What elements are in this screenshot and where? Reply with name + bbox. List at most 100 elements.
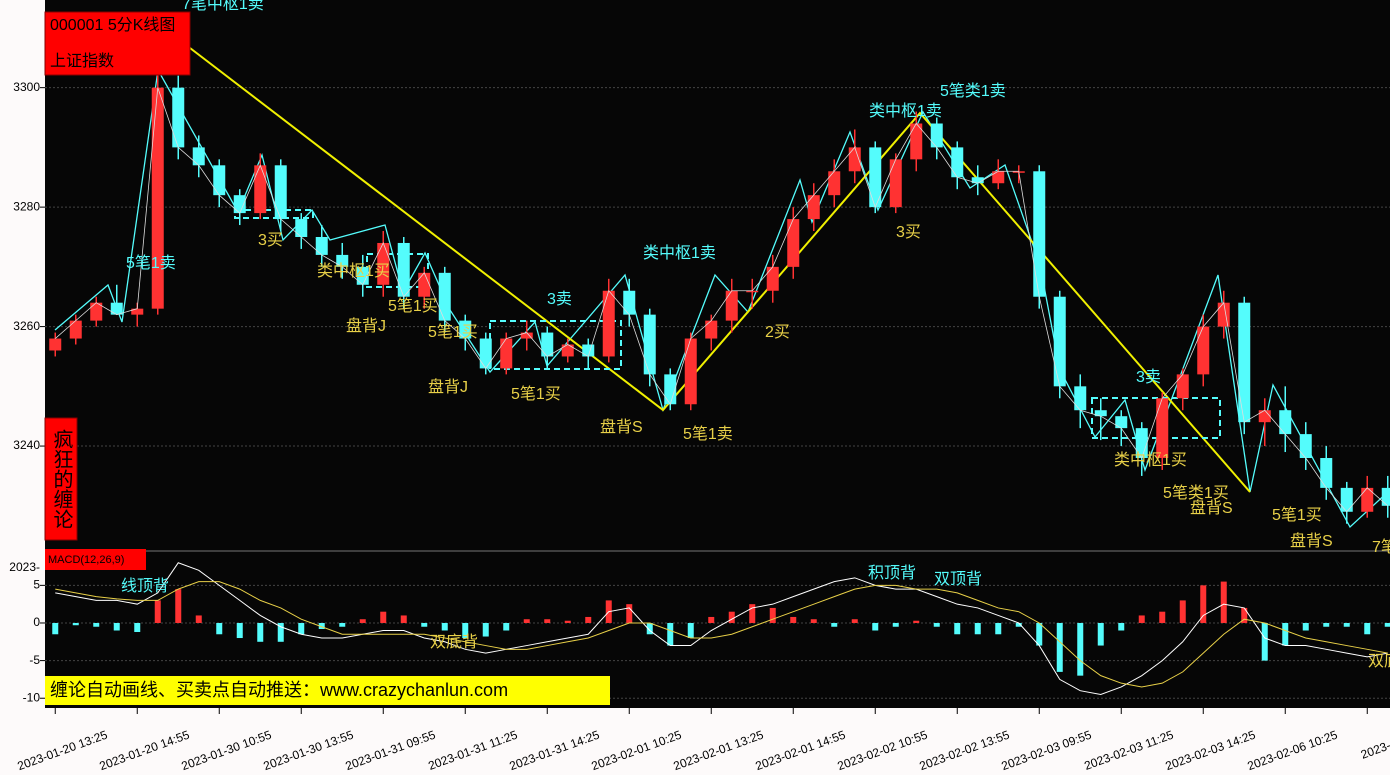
macd-bar [1302, 622, 1309, 631]
macd-top-label: 2023- [9, 560, 40, 574]
annotation: 盘背S [1190, 498, 1233, 517]
candle-body [582, 344, 595, 357]
candle-body [377, 242, 390, 285]
pivot-box [234, 209, 314, 219]
candle-body [110, 302, 123, 315]
x-tick-label: 2023-01-31 14:25 [508, 728, 602, 774]
candle-body [274, 165, 287, 220]
macd-bar [236, 622, 243, 639]
candle-body [418, 272, 431, 297]
annotation: 2买 [765, 323, 790, 341]
candle-body [151, 87, 164, 309]
candle-body [1135, 428, 1148, 459]
candle-body [1094, 410, 1107, 417]
candle-body [479, 338, 492, 369]
candle-body [1197, 326, 1210, 375]
candle-body [541, 332, 554, 357]
x-tick-label: 2023-02-01 10:25 [590, 728, 684, 774]
macd-bar [339, 622, 346, 627]
candle-body [951, 147, 964, 178]
candle-body [1053, 296, 1066, 387]
annotation: 5笔1卖 [126, 254, 176, 272]
macd-title: MACD(12,26,9) [48, 554, 124, 566]
macd-bar [1138, 615, 1145, 623]
macd-bar [687, 622, 694, 639]
macd-bar [1220, 581, 1227, 623]
header-box [44, 11, 191, 76]
candle-body [1033, 171, 1046, 297]
candle-body [315, 236, 328, 255]
x-tick-label: 2023-01-20 14:55 [98, 728, 192, 774]
annotation: 5笔类1买 [1163, 484, 1229, 502]
macd-bar [769, 607, 776, 623]
annotation: 双底背 [430, 633, 478, 651]
macd-bar [1384, 622, 1390, 627]
macd-bar [1282, 622, 1289, 646]
candle-body [90, 302, 103, 321]
macd-bar [93, 622, 100, 627]
x-tick-label: 2023-01-30 13:55 [262, 728, 356, 774]
annotation: 盘背J [428, 377, 468, 396]
macd-bar [462, 622, 469, 639]
macd-line [55, 562, 1388, 695]
pivot-box [1091, 397, 1221, 439]
annotation: 7笔中枢1卖 [182, 0, 264, 13]
macd-bar [1077, 622, 1084, 676]
macd-bar [831, 622, 838, 627]
macd-bar [1036, 622, 1043, 646]
candle-body [664, 374, 677, 405]
macd-bar [154, 600, 161, 623]
macd-bar [892, 622, 899, 627]
stroke-line [54, 68, 1390, 529]
candle-body [725, 290, 738, 321]
annotation: 类中枢1买 [317, 262, 390, 280]
annotation: 类中枢1卖 [869, 102, 942, 120]
candle-body [49, 338, 62, 351]
macd-bar [1179, 600, 1186, 623]
x-tick-label: 2023-01-30 10:55 [180, 728, 274, 774]
macd-bar [277, 622, 284, 642]
annotation: 5笔1买 [1272, 506, 1322, 524]
y-tick-label: 3300 [13, 80, 40, 94]
macd-bar [72, 622, 79, 626]
y-tick-label: -10 [23, 690, 41, 704]
macd-bar [872, 622, 879, 631]
candle-body [397, 242, 410, 297]
macd-bar [195, 615, 202, 623]
candle-body [643, 314, 656, 375]
y-tick-label: 3280 [13, 199, 40, 213]
x-tick-label: 2023-02-03 11:25 [1082, 728, 1175, 773]
macd-bar [1261, 622, 1268, 661]
x-tick-label: 2023-02-03 09:55 [1000, 728, 1094, 774]
candle-body [766, 266, 779, 291]
candle-body [602, 290, 615, 357]
macd-bar [400, 615, 407, 623]
macd-bar [503, 622, 510, 631]
candle-body [869, 147, 882, 208]
candle-body [828, 171, 841, 196]
macd-bar [1343, 622, 1350, 627]
annotation: 线顶背 [121, 577, 169, 595]
side-box [44, 417, 78, 541]
y-tick-label: 3260 [13, 319, 40, 333]
macd-bar [1159, 611, 1166, 623]
macd-bar [1241, 607, 1248, 623]
x-tick-label: 2023-02-01 13:25 [672, 728, 766, 774]
candle-body [1238, 302, 1251, 423]
annotation: 类中枢1买 [1114, 451, 1187, 469]
macd-bar [175, 589, 182, 623]
candle-body [992, 171, 1005, 184]
macd-bar [421, 622, 428, 627]
candle-body [1381, 487, 1390, 506]
macd-bar [1015, 622, 1022, 627]
macd-bar [564, 620, 571, 623]
macd-bar [544, 619, 551, 623]
macd-bar [1364, 622, 1371, 635]
macd-bar [913, 620, 920, 623]
candle-body [561, 344, 574, 357]
annotation: 3买 [258, 231, 283, 249]
macd-bar [134, 622, 141, 633]
macd-bar [790, 616, 797, 623]
macd-bar [257, 622, 264, 642]
